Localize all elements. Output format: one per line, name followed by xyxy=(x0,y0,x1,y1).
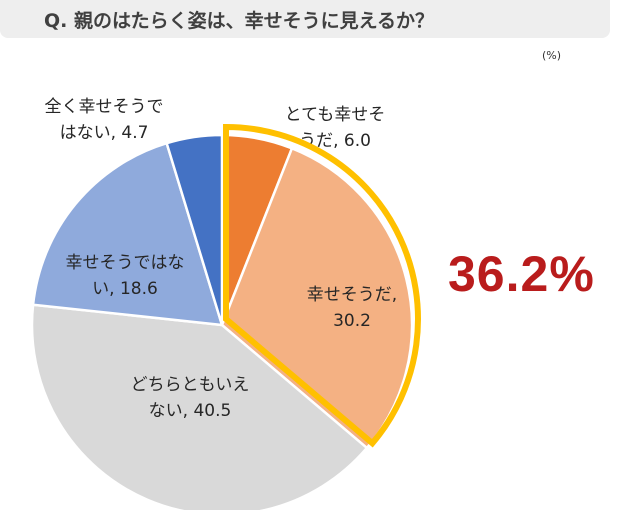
slice-label: 幸せそうではない, 18.6 xyxy=(66,253,185,299)
slice-label: 全く幸せそうではない, 4.7 xyxy=(45,97,164,143)
pie-slice xyxy=(31,141,224,327)
question-banner: Q. 親のはたらく姿は、幸せそうに見えるか？ xyxy=(0,0,610,38)
slice-label: とても幸せそうだ, 6.0 xyxy=(285,105,386,151)
slice-label: 幸せそうだ, 30.2 xyxy=(307,285,397,331)
highlight-percentage: 36.2% xyxy=(448,246,595,302)
pie-slice xyxy=(165,133,224,326)
question-title: Q. 親のはたらく姿は、幸せそうに見えるか？ xyxy=(44,10,435,32)
highlight-outline xyxy=(223,123,421,448)
slice-label: どちらともいえない, 40.5 xyxy=(131,375,250,421)
pie-slice xyxy=(30,303,369,510)
unit-label: (%) xyxy=(542,49,562,62)
